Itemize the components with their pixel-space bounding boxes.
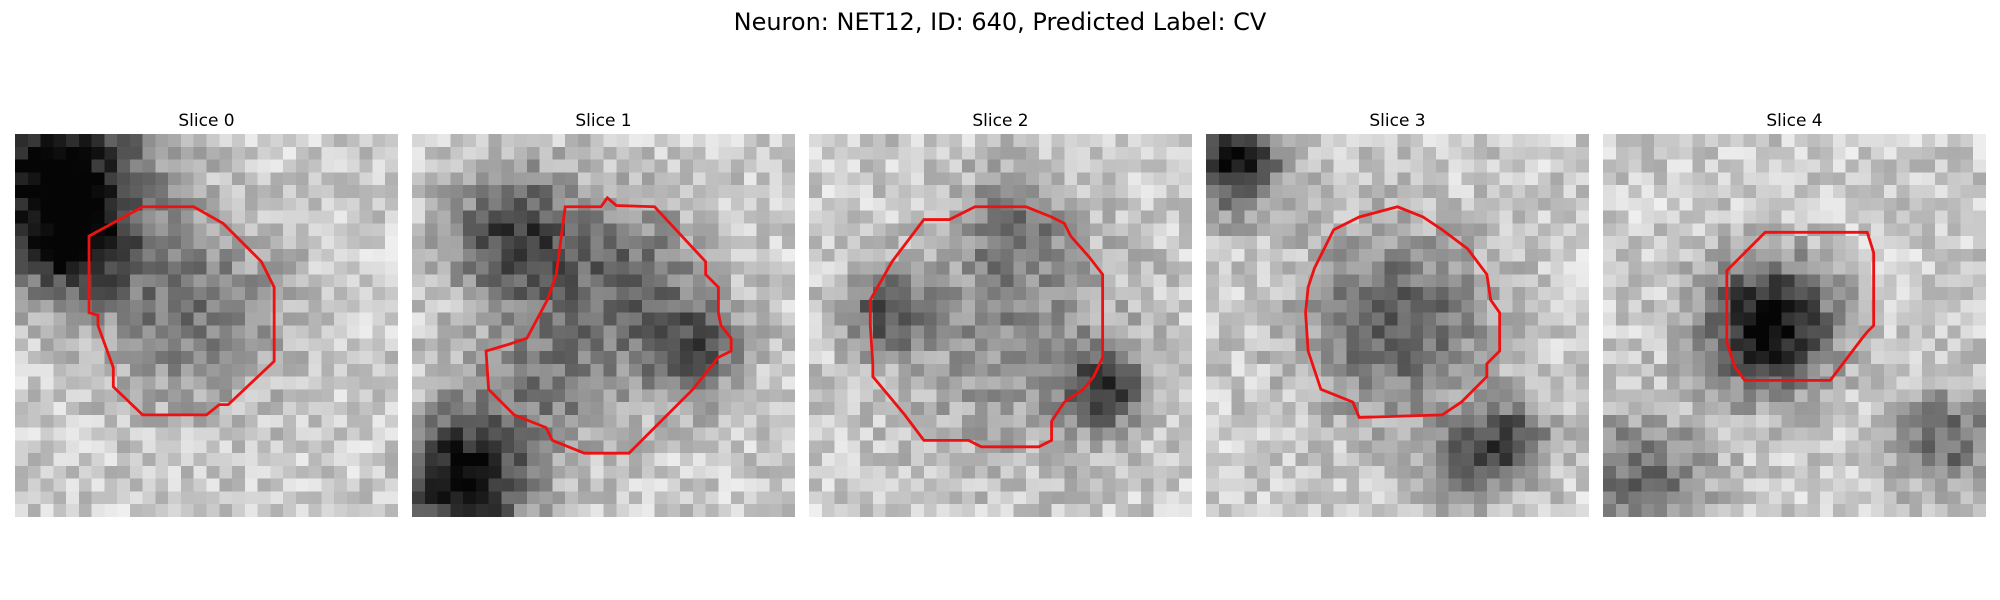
- slice-panel-2: Slice 2: [809, 108, 1192, 517]
- roi-outline: [1304, 205, 1502, 419]
- roi-outline: [1725, 230, 1876, 382]
- slice-title-0: Slice 0: [178, 111, 235, 131]
- slice-image-4: [1603, 134, 1986, 517]
- slice-panel-4: Slice 4: [1603, 108, 1986, 517]
- roi-outline: [87, 205, 276, 417]
- slice-image-3: [1206, 134, 1589, 517]
- slice-panel-1: Slice 1: [412, 108, 795, 517]
- slice-title-1: Slice 1: [575, 111, 632, 131]
- slice-title-4: Slice 4: [1766, 111, 1823, 131]
- figure-title: Neuron: NET12, ID: 640, Predicted Label:…: [733, 8, 1267, 36]
- slice-title-3: Slice 3: [1369, 111, 1426, 131]
- slice-image-0: [15, 134, 398, 517]
- roi-outline: [484, 195, 733, 455]
- slice-image-2: [809, 134, 1192, 517]
- slice-image-1: [412, 134, 795, 517]
- roi-outline: [868, 205, 1105, 449]
- slice-panel-0: Slice 0: [15, 108, 398, 517]
- slice-panel-3: Slice 3: [1206, 108, 1589, 517]
- slice-title-2: Slice 2: [972, 111, 1029, 131]
